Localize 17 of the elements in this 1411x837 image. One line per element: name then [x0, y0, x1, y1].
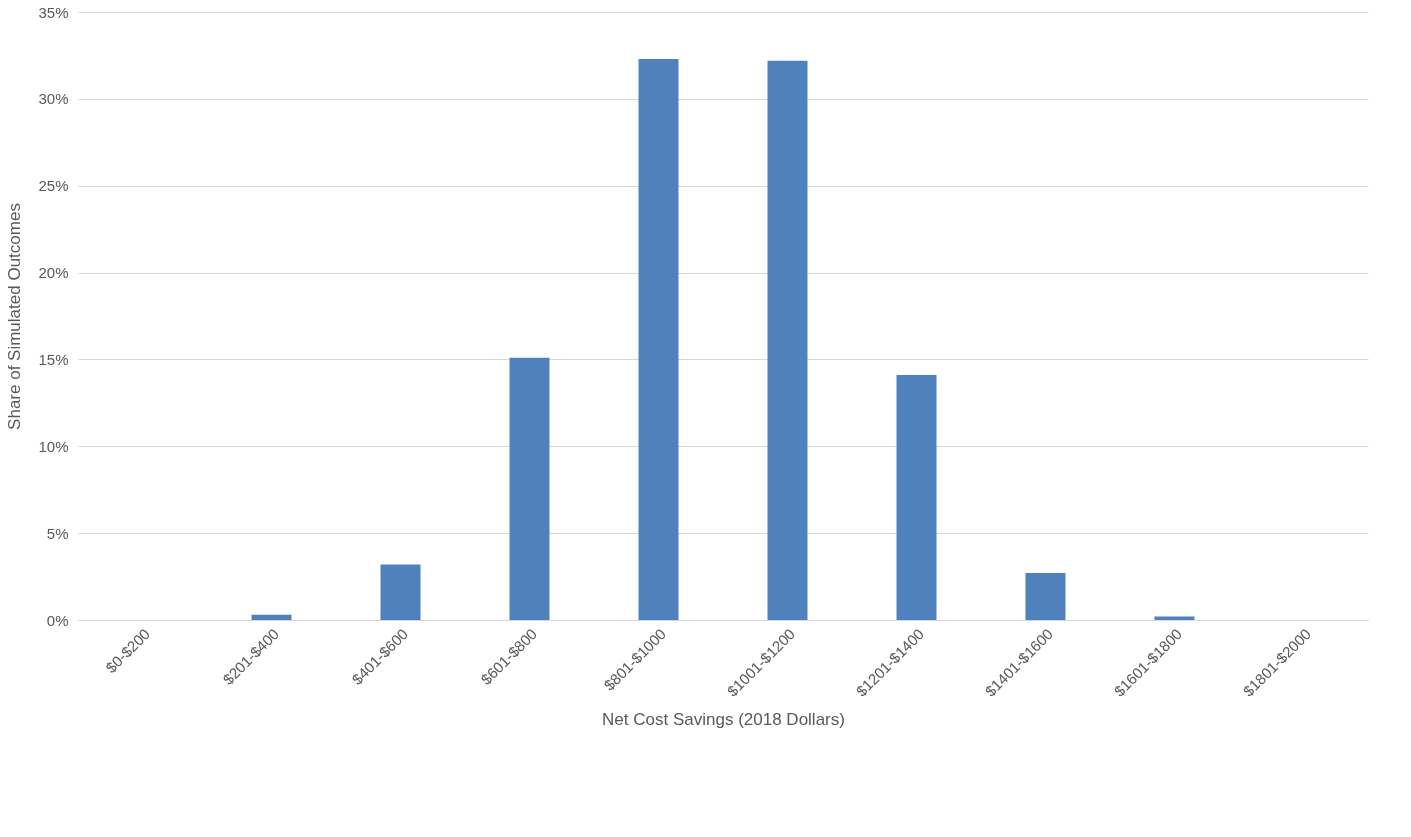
y-tick-label: 5%	[46, 524, 69, 542]
bar	[251, 614, 292, 620]
bar	[638, 58, 679, 620]
bar	[380, 564, 421, 620]
y-tick-label: 30%	[38, 90, 69, 108]
y-tick-label: 35%	[38, 3, 69, 21]
bar	[896, 375, 937, 620]
y-tick-label: 20%	[38, 264, 69, 282]
bar	[767, 60, 808, 620]
bar	[1025, 573, 1066, 620]
y-tick-label: 15%	[38, 350, 69, 368]
y-tick-label: 10%	[38, 437, 69, 455]
y-axis-title: Share of Simulated Outcomes	[5, 203, 25, 430]
x-axis-title: Net Cost Savings (2018 Dollars)	[602, 709, 845, 729]
bar	[509, 357, 550, 620]
y-tick-label: 0%	[46, 611, 69, 629]
y-tick-label: 25%	[38, 177, 69, 195]
